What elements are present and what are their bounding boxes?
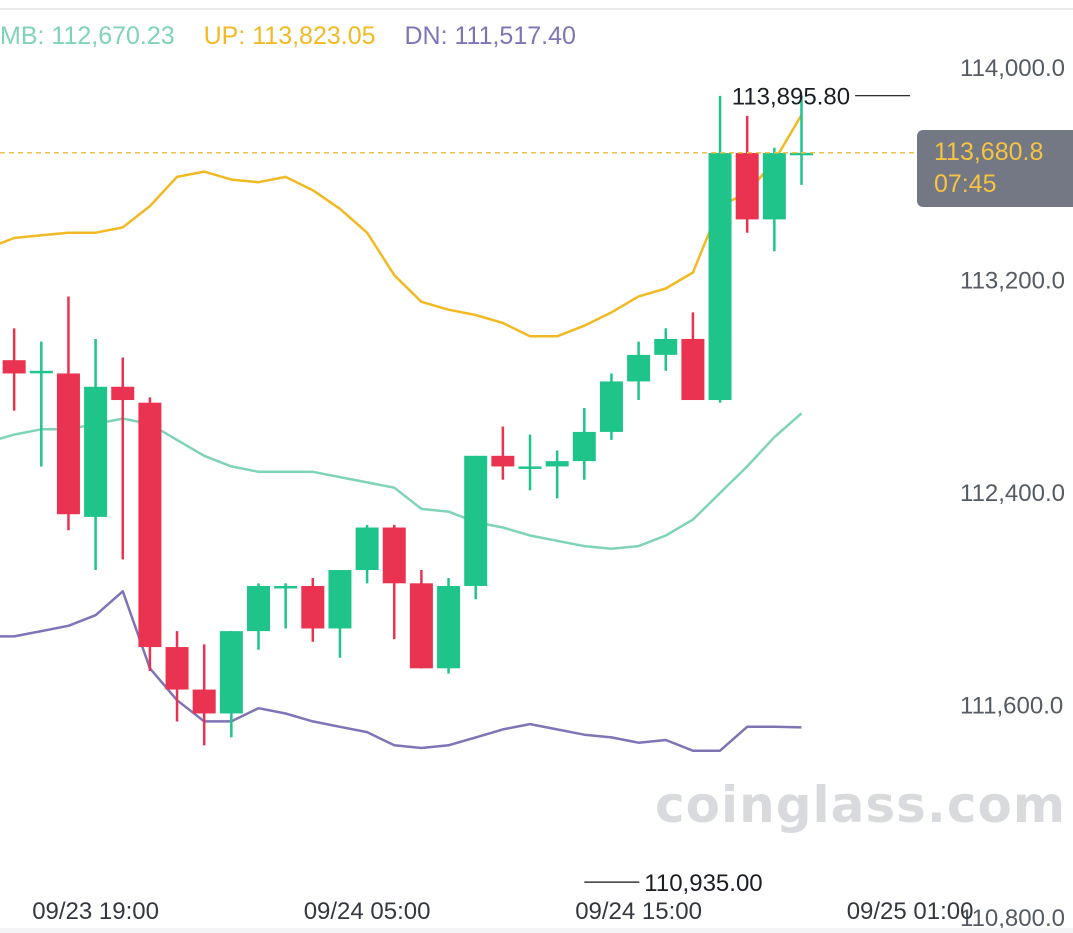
candle-body [409, 583, 433, 669]
candle [111, 357, 135, 560]
candle [29, 341, 53, 467]
candle-body [219, 631, 243, 714]
candle-body [165, 647, 189, 690]
legend-up: UP: 113,823.05 [203, 22, 376, 50]
candle [219, 631, 243, 738]
y-axis: 114,000.0 113,200.0 112,400.0 111,600.0 110,… [960, 55, 1065, 932]
high-annotation: 113,895.80 [732, 84, 850, 111]
candle-body [762, 153, 786, 220]
candle [545, 450, 569, 499]
candle-body [274, 585, 298, 589]
low-annotation: 110,935.00 [644, 870, 762, 897]
candle-body [545, 461, 569, 467]
candle [572, 408, 596, 480]
candle [247, 583, 270, 650]
candle [599, 373, 623, 440]
candle [274, 583, 298, 629]
candle-body [355, 527, 379, 571]
candle [735, 115, 759, 233]
y-tick-label: 111,600.0 [960, 693, 1063, 720]
x-tick-label: 09/24 15:00 [575, 898, 702, 925]
candle [491, 426, 515, 480]
watermark: coinglass.com [655, 776, 1066, 834]
candle [708, 95, 732, 403]
candle [627, 341, 651, 401]
candle-body [29, 370, 53, 374]
bottom-strip [0, 928, 1073, 933]
legend-dn: DN: 111,517.40 [404, 22, 576, 50]
candle [382, 524, 406, 640]
candle-body [301, 585, 325, 629]
candle [790, 95, 813, 185]
band-dn-line [0, 590, 802, 752]
candle-body [681, 338, 705, 401]
y-tick-label: 110,800.0 [960, 905, 1065, 932]
candle-body [518, 466, 542, 469]
candle-body [138, 402, 162, 648]
bollinger-bands [0, 114, 803, 752]
candle-body [735, 153, 759, 220]
y-tick-label: 112,400.0 [960, 480, 1065, 507]
candle [464, 455, 488, 600]
candle [138, 397, 162, 671]
candle-body [382, 527, 406, 584]
candle-body [328, 570, 352, 629]
candle-body [437, 585, 461, 669]
candle [301, 578, 325, 642]
current-price-value: 113,680.8 [934, 138, 1044, 166]
candle [762, 147, 786, 252]
candle [518, 434, 542, 491]
x-axis: 09/23 19:00 09/24 05:00 09/24 15:00 09/25 0… [32, 898, 973, 925]
candle [654, 328, 678, 371]
annotations: 113,895.80 110,935.00 [584, 84, 911, 897]
candles [2, 95, 813, 746]
current-price-tag: 113,680.8 07:45 [917, 130, 1073, 207]
candle [355, 524, 379, 584]
candle-body [708, 153, 732, 401]
candle-body [247, 585, 270, 632]
candle [328, 570, 352, 658]
candle-body [654, 338, 678, 355]
candle [409, 570, 433, 669]
candle [84, 338, 108, 571]
candle-body [599, 381, 623, 432]
candle-body [2, 360, 26, 374]
candle-body [572, 431, 596, 462]
candle [165, 631, 189, 722]
candle [437, 578, 461, 674]
candle-countdown: 07:45 [934, 170, 997, 198]
legend-mb: MB: 112,670.23 [0, 22, 175, 50]
y-tick-label: 114,000.0 [960, 55, 1065, 82]
top-divider [0, 8, 1073, 10]
band-up-line [0, 114, 803, 338]
candle [56, 296, 80, 531]
candle-body [84, 386, 108, 517]
x-tick-label: 09/23 19:00 [32, 898, 159, 925]
candle [681, 312, 705, 401]
candle-body [56, 373, 80, 515]
x-tick-label: 09/24 05:00 [304, 898, 431, 925]
candle-body [464, 455, 488, 586]
indicator-legend: MB: 112,670.23 UP: 113,823.05 DN: 111,51… [0, 22, 598, 51]
candle-body [491, 455, 515, 467]
candle [2, 328, 26, 411]
candle-body [790, 152, 813, 156]
y-tick-label: 113,200.0 [960, 268, 1065, 295]
candle-body [627, 354, 651, 382]
candle-body [192, 689, 216, 714]
candle-body [111, 386, 135, 401]
x-tick-label: 09/25 01:00 [847, 898, 974, 925]
candle [192, 644, 216, 746]
